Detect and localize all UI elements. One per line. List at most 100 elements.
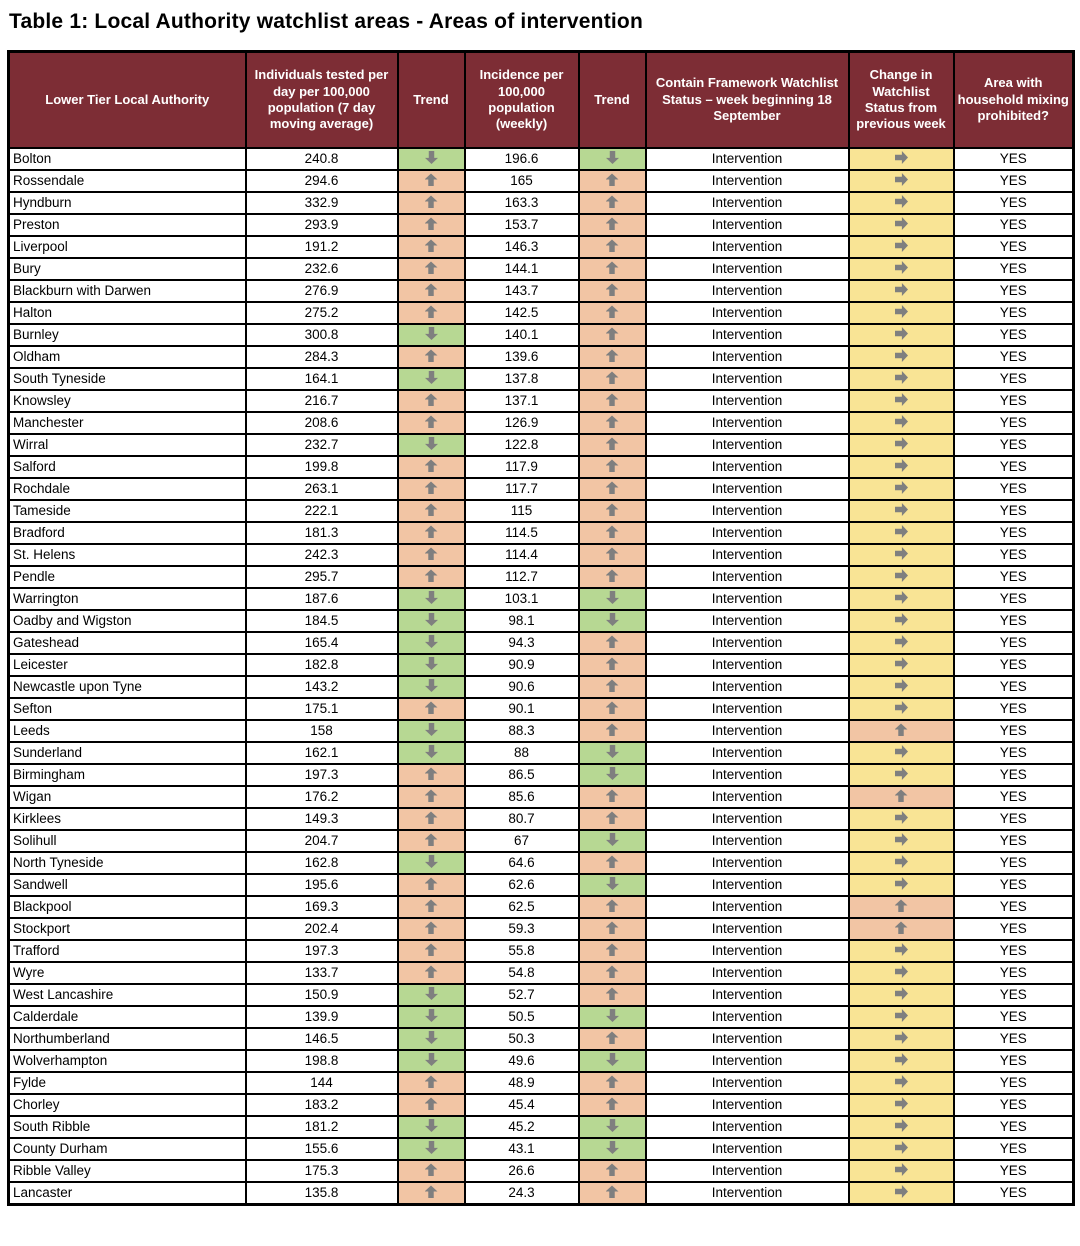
tested-trend-cell [396,1092,466,1117]
table-row: Northumberland 146.5 50.3 Intervention YES [7,1026,1075,1051]
change-cell [847,718,955,743]
mixing-cell: YES [952,608,1075,633]
mixing-cell: YES [952,630,1075,655]
incidence-trend-cell [577,168,647,193]
mixing-cell: YES [952,652,1075,677]
incidence-cell: 126.9 [463,410,580,435]
change-cell [847,872,955,897]
table-row: Trafford 197.3 55.8 Intervention YES [7,938,1075,963]
change-cell [847,1026,955,1051]
tested-trend-cell [396,168,466,193]
watchlist-table: Lower Tier Local Authority Individuals t… [7,50,1075,1206]
authority-cell: South Tyneside [7,366,247,391]
authority-cell: Oldham [7,344,247,369]
right-arrow-icon [895,547,908,560]
table-row: County Durham 155.6 43.1 Intervention YES [7,1136,1075,1161]
authority-cell: Leeds [7,718,247,743]
right-arrow-icon [895,1009,908,1022]
table-row: Sandwell 195.6 62.6 Intervention YES [7,872,1075,897]
right-arrow-icon [895,679,908,692]
mixing-cell: YES [952,366,1075,391]
status-cell: Intervention [644,520,850,545]
authority-cell: Northumberland [7,1026,247,1051]
change-cell [847,190,955,215]
authority-cell: Calderdale [7,1004,247,1029]
incidence-trend-cell [577,278,647,303]
up-arrow-icon [605,855,619,869]
table-row: Blackburn with Darwen 276.9 143.7 Intervent… [7,278,1075,303]
incidence-trend-cell [577,894,647,919]
incidence-cell: 165 [463,168,580,193]
authority-cell: Sefton [7,696,247,721]
mixing-cell: YES [952,916,1075,941]
table-row: Kirklees 149.3 80.7 Intervention YES [7,806,1075,831]
authority-cell: Gateshead [7,630,247,655]
right-arrow-icon [895,811,908,824]
status-cell: Intervention [644,366,850,391]
mixing-cell: YES [952,388,1075,413]
tested-trend-cell [396,388,466,413]
up-arrow-icon [424,1185,438,1199]
change-cell [847,564,955,589]
authority-cell: Kirklees [7,806,247,831]
authority-cell: Birmingham [7,762,247,787]
down-arrow-icon [425,1009,438,1022]
up-arrow-icon [424,767,438,781]
table-row: Blackpool 169.3 62.5 Intervention YES [7,894,1075,919]
mixing-cell: YES [952,542,1075,567]
change-cell [847,1114,955,1139]
incidence-trend-cell [577,1070,647,1095]
mixing-cell: YES [952,1158,1075,1183]
incidence-trend-cell [577,1048,647,1073]
incidence-trend-cell [577,872,647,897]
change-cell [847,322,955,347]
tested-cell: 133.7 [244,960,399,985]
incidence-cell: 144.1 [463,256,580,281]
status-cell: Intervention [644,476,850,501]
mixing-cell: YES [952,1114,1075,1139]
authority-cell: Wirral [7,432,247,457]
authority-cell: Bury [7,256,247,281]
tested-cell: 197.3 [244,762,399,787]
incidence-trend-cell [577,564,647,589]
authority-cell: Burnley [7,322,247,347]
change-cell [847,410,955,435]
up-arrow-icon [605,1075,619,1089]
authority-cell: Sunderland [7,740,247,765]
right-arrow-icon [895,239,908,252]
right-arrow-icon [895,1119,908,1132]
mixing-cell: YES [952,300,1075,325]
mixing-cell: YES [952,1092,1075,1117]
incidence-trend-cell [577,674,647,699]
status-cell: Intervention [644,344,850,369]
tested-trend-cell [396,806,466,831]
authority-cell: Manchester [7,410,247,435]
right-arrow-icon [895,327,908,340]
incidence-cell: 196.6 [463,146,580,171]
authority-cell: West Lancashire [7,982,247,1007]
status-cell: Intervention [644,212,850,237]
column-header-mixing-prohibited: Area with household mixing prohibited? [952,50,1075,149]
tested-cell: 139.9 [244,1004,399,1029]
mixing-cell: YES [952,586,1075,611]
tested-trend-cell [396,1136,466,1161]
down-arrow-icon [425,327,438,340]
up-arrow-icon [605,899,619,913]
incidence-trend-cell [577,1092,647,1117]
up-arrow-icon [605,415,619,429]
incidence-trend-cell [577,1158,647,1183]
incidence-cell: 143.7 [463,278,580,303]
up-arrow-icon [605,393,619,407]
column-header-tested-trend: Trend [396,50,466,149]
right-arrow-icon [895,305,908,318]
mixing-cell: YES [952,278,1075,303]
down-arrow-icon [606,1141,619,1154]
tested-cell: 164.1 [244,366,399,391]
tested-cell: 146.5 [244,1026,399,1051]
up-arrow-icon [424,789,438,803]
status-cell: Intervention [644,850,850,875]
right-arrow-icon [895,349,908,362]
authority-cell: Sandwell [7,872,247,897]
right-arrow-icon [895,151,908,164]
tested-cell: 293.9 [244,212,399,237]
